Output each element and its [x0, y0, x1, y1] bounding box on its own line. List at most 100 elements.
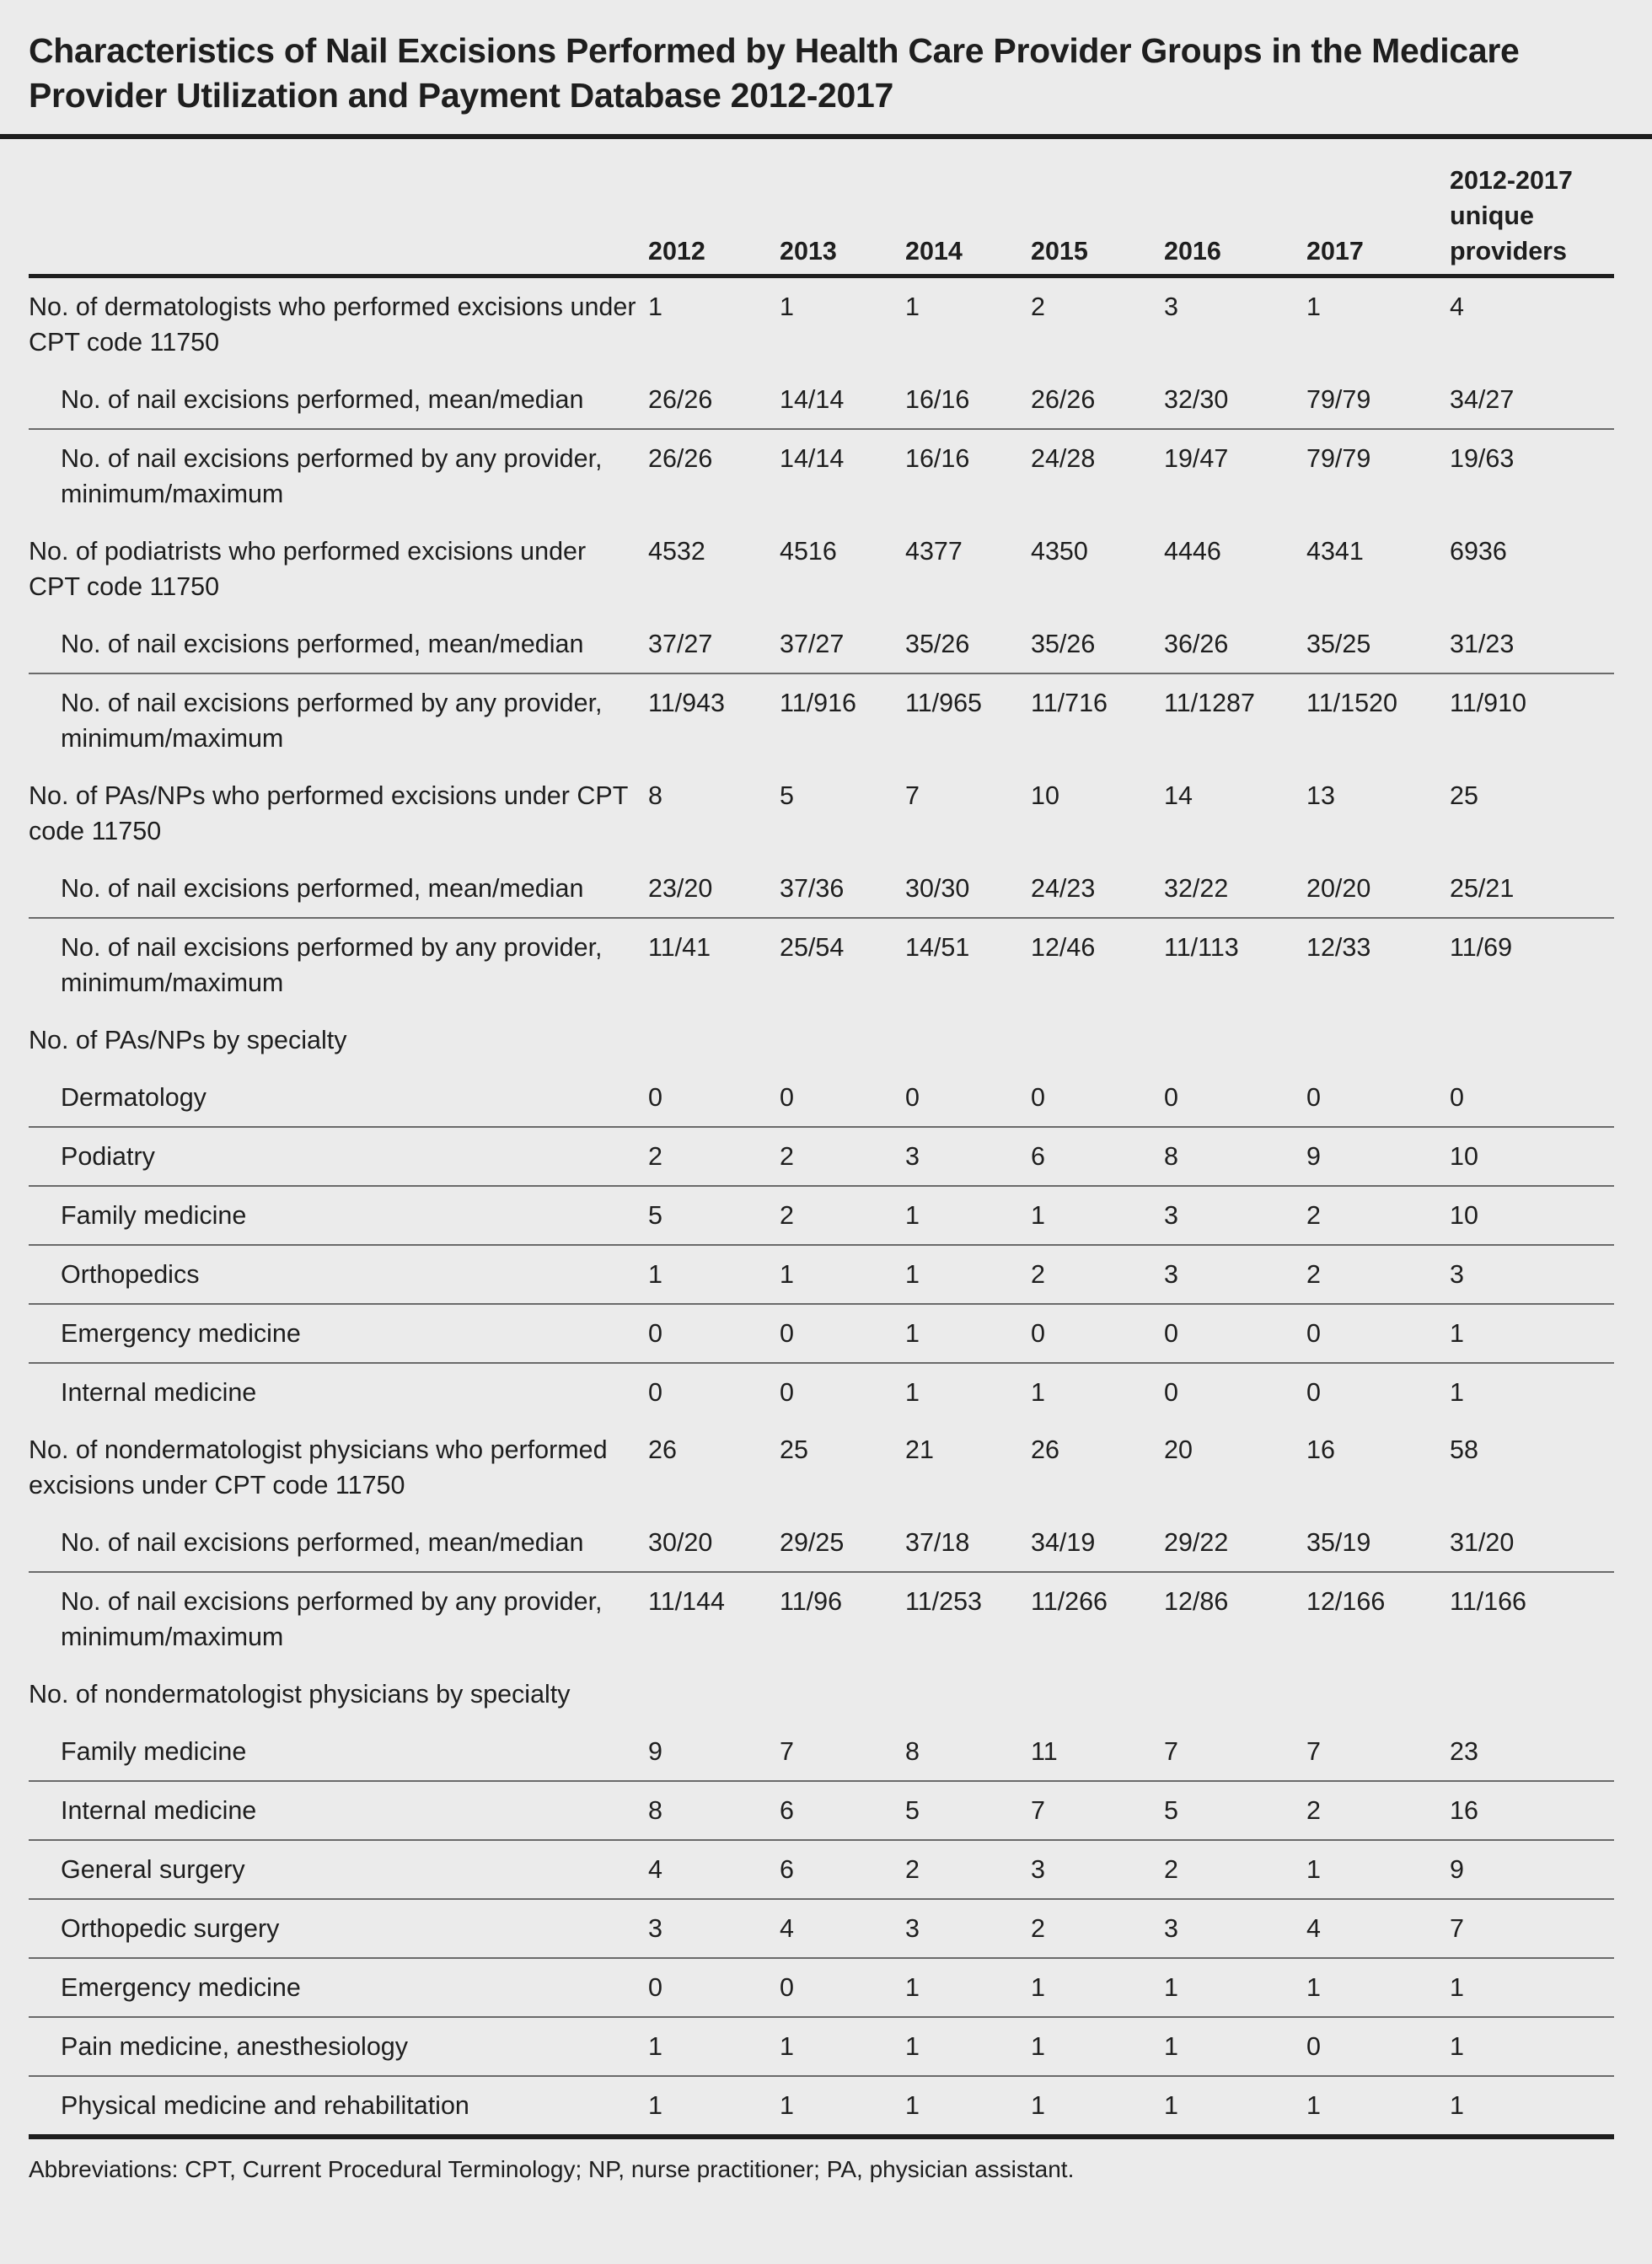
cell: 1 [905, 1303, 1031, 1363]
cell: 0 [648, 1362, 780, 1421]
row-label: Internal medicine [29, 1362, 648, 1421]
cell: 1 [1450, 1362, 1614, 1421]
sub-row: No. of nail excisions performed by any p… [29, 1571, 1614, 1666]
cell: 11/166 [1450, 1571, 1614, 1666]
cell: 30/30 [905, 874, 970, 903]
cell: 11/144 [648, 1571, 780, 1666]
cell: 25 [1450, 781, 1478, 810]
cell: 1 [1450, 2075, 1614, 2137]
title-rule [0, 134, 1652, 139]
cell: 0 [1306, 1362, 1450, 1421]
header-cell: 2017 [1306, 139, 1450, 278]
cell: 2 [648, 1126, 780, 1186]
empty-cell [1031, 1011, 1164, 1069]
cell: 5 [648, 1185, 780, 1245]
cell: 24/23 [1031, 874, 1096, 903]
cell: 3 [1164, 292, 1178, 321]
cell: 29/25 [780, 1528, 845, 1557]
sub-row: Podiatry 2 2 3 6 8 9 10 [29, 1126, 1614, 1186]
cell: 9 [648, 1737, 662, 1766]
empty-cell [905, 1666, 1031, 1723]
cell: 35/26 [1031, 630, 1096, 658]
cell: 36/26 [1164, 630, 1229, 658]
cell: 3 [1164, 1244, 1306, 1304]
cell: 11/1287 [1164, 673, 1306, 767]
cell: 1 [1031, 1185, 1164, 1245]
cell: 1 [1164, 2016, 1306, 2076]
cell: 23/20 [648, 874, 713, 903]
cell: 79/79 [1306, 428, 1450, 523]
cell: 3 [1031, 1839, 1164, 1899]
sub-row: Pain medicine, anesthesiology 1 1 1 1 1 0 1 [29, 2016, 1614, 2076]
sub-row: Emergency medicine 0 0 1 0 0 0 1 [29, 1303, 1614, 1363]
sub-row: Emergency medicine 0 0 1 1 1 1 1 [29, 1957, 1614, 2017]
sub-row: Dermatology 0 0 0 0 0 0 0 [29, 1069, 1614, 1127]
row-label: Internal medicine [29, 1780, 648, 1840]
cell: 19/63 [1450, 428, 1614, 523]
cell: 1 [905, 292, 920, 321]
cell: 1 [648, 2075, 780, 2137]
row-label: No. of nondermatologist physicians by sp… [29, 1680, 571, 1709]
cell: 37/36 [780, 874, 845, 903]
cell: 10 [1450, 1185, 1614, 1245]
row-label: No. of nail excisions performed by any p… [29, 428, 648, 523]
cell: 1 [1031, 1957, 1164, 2017]
cell: 5 [905, 1780, 1031, 1840]
cell: 7 [1164, 1737, 1178, 1766]
cell: 26/26 [648, 385, 713, 414]
group-row: No. of nondermatologist physicians by sp… [29, 1666, 1614, 1723]
cell: 16 [1450, 1780, 1614, 1840]
cell: 1 [780, 2016, 905, 2076]
row-label: No. of nail excisions performed by any p… [29, 917, 648, 1011]
empty-cell [1450, 1011, 1614, 1069]
cell: 12/86 [1164, 1571, 1306, 1666]
empty-cell [780, 1011, 905, 1069]
group-row: No. of dermatologists who performed exci… [29, 276, 1614, 372]
cell: 11 [1031, 1737, 1058, 1766]
row-label: No. of PAs/NPs who performed excisions u… [29, 781, 628, 845]
cell: 1 [648, 2016, 780, 2076]
sub-row: No. of nail excisions performed, mean/me… [29, 371, 1614, 429]
cell: 35/26 [905, 630, 970, 658]
cell: 6936 [1450, 537, 1507, 566]
header-cell: 2016 [1164, 139, 1306, 278]
cell: 2 [905, 1839, 1031, 1899]
row-label: No. of nail excisions performed by any p… [29, 673, 648, 767]
cell: 1 [905, 1244, 1031, 1304]
cell: 8 [648, 1780, 780, 1840]
cell: 11/253 [905, 1571, 1031, 1666]
cell: 1 [780, 1244, 905, 1304]
cell: 11/1520 [1306, 673, 1450, 767]
cell: 14/14 [780, 385, 845, 414]
row-label: Emergency medicine [29, 1303, 648, 1363]
header-row: 2012 2013 2014 2015 2016 2017 2012-2017 unique… [29, 139, 1614, 278]
cell: 37/27 [648, 630, 713, 658]
group-row: No. of nondermatologist physicians who p… [29, 1421, 1614, 1514]
cell: 9 [1450, 1839, 1614, 1899]
cell: 9 [1306, 1126, 1450, 1186]
data-table: 2012 2013 2014 2015 2016 2017 2012-2017 unique… [29, 139, 1614, 2139]
cell: 1 [1164, 1957, 1306, 2017]
cell: 11/96 [780, 1571, 905, 1666]
cell: 13 [1306, 781, 1335, 810]
cell: 12/46 [1031, 917, 1164, 1011]
cell: 11/716 [1031, 673, 1164, 767]
cell: 0 [780, 1957, 905, 2017]
cell: 1 [780, 2075, 905, 2137]
empty-cell [648, 1666, 780, 1723]
cell: 26/26 [1031, 385, 1096, 414]
sub-row: Internal medicine 8 6 5 7 5 2 16 [29, 1780, 1614, 1840]
cell: 1 [1031, 2016, 1164, 2076]
sub-row: Family medicine 9 7 8 11 7 7 23 [29, 1723, 1614, 1781]
cell: 8 [648, 781, 662, 810]
cell: 1 [905, 2016, 1031, 2076]
cell: 23 [1450, 1737, 1478, 1766]
row-label: No. of nondermatologist physicians who p… [29, 1435, 608, 1499]
cell: 0 [648, 1303, 780, 1363]
empty-cell [1164, 1011, 1306, 1069]
cell: 7 [905, 781, 920, 810]
cell: 1 [648, 292, 662, 321]
cell: 0 [1306, 2016, 1450, 2076]
empty-cell [780, 1666, 905, 1723]
